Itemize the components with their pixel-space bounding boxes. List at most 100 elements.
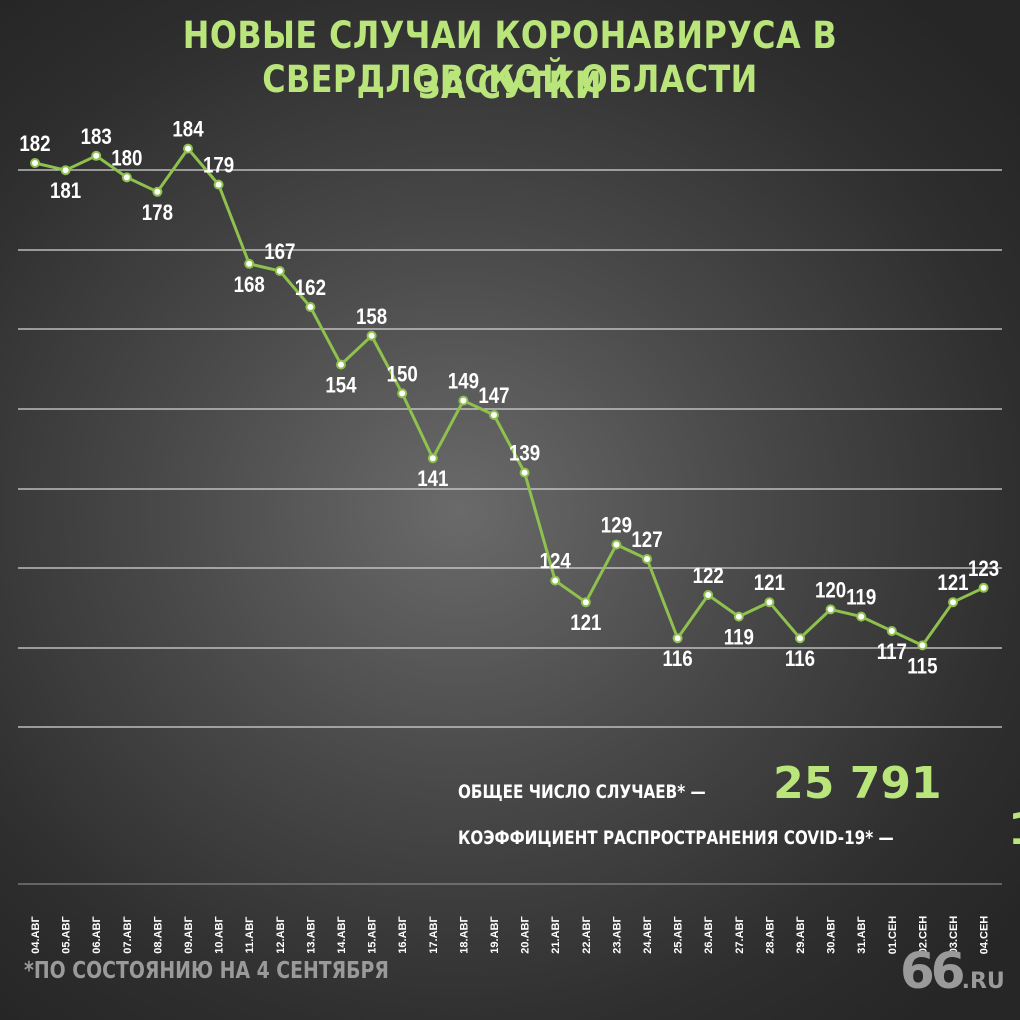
data-point-25.АВГ <box>672 633 683 644</box>
x-tick-label-24.АВГ: 24.АВГ <box>642 916 654 954</box>
data-label-02.СЕН: 115 <box>907 655 937 679</box>
data-label-16.АВГ: 150 <box>387 363 418 387</box>
data-label-23.АВГ: 129 <box>601 514 632 538</box>
data-point-16.АВГ <box>397 388 408 399</box>
data-point-13.АВГ <box>305 302 316 312</box>
spread-coefficient-label: КОЭФФИЦИЕНТ РАСПРОСТРАНЕНИЯ COVID-19* — <box>458 827 894 849</box>
data-point-11.АВГ <box>244 258 255 269</box>
logo-domain: .RU <box>961 969 1005 994</box>
data-point-20.АВГ <box>519 467 530 478</box>
data-label-31.АВГ: 119 <box>846 586 876 610</box>
x-tick-label-03.СЕН: 03.СЕН <box>948 916 960 955</box>
data-label-04.СЕН: 123 <box>968 557 999 581</box>
x-tick-label-27.АВГ: 27.АВГ <box>734 916 746 954</box>
data-point-19.АВГ <box>489 410 499 420</box>
spread-coefficient-value: 1 <box>1008 804 1020 855</box>
data-point-01.СЕН <box>886 626 897 636</box>
data-point-07.АВГ <box>121 172 132 183</box>
data-point-30.АВГ <box>825 604 836 615</box>
data-label-05.АВГ: 181 <box>50 180 81 204</box>
x-tick-label-09.АВГ: 09.АВГ <box>183 916 195 954</box>
data-label-11.АВГ: 168 <box>234 273 265 297</box>
data-point-04.СЕН <box>978 582 989 593</box>
data-point-10.АВГ <box>213 179 224 190</box>
x-tick-label-01.СЕН: 01.СЕН <box>887 916 899 955</box>
x-tick-label-20.АВГ: 20.АВГ <box>520 916 532 954</box>
total-cases-value: 25 791 <box>773 758 942 809</box>
x-tick-label-14.АВГ: 14.АВГ <box>336 916 348 954</box>
data-point-15.АВГ <box>366 330 377 341</box>
footnote: *ПО СОСТОЯНИЮ НА 4 СЕНТЯБРЯ <box>24 958 389 984</box>
x-tick-label-28.АВГ: 28.АВГ <box>764 916 776 954</box>
x-tick-label-19.АВГ: 19.АВГ <box>489 916 501 954</box>
site-logo: 66.RU <box>900 942 1005 1000</box>
data-label-01.СЕН: 117 <box>877 641 907 665</box>
data-label-14.АВГ: 154 <box>325 374 357 398</box>
x-tick-label-18.АВГ: 18.АВГ <box>458 916 470 954</box>
data-point-17.АВГ <box>427 453 438 464</box>
data-point-22.АВГ <box>580 597 591 608</box>
data-label-25.АВГ: 116 <box>663 648 693 672</box>
data-point-02.СЕН <box>917 640 928 651</box>
data-label-24.АВГ: 127 <box>631 529 662 553</box>
data-point-26.АВГ <box>703 590 714 600</box>
x-tick-label-30.АВГ: 30.АВГ <box>826 916 838 954</box>
x-tick-label-17.АВГ: 17.АВГ <box>428 916 440 954</box>
x-tick-label-13.АВГ: 13.АВГ <box>305 916 317 954</box>
x-tick-label-07.АВГ: 07.АВГ <box>122 916 134 954</box>
data-label-15.АВГ: 158 <box>356 305 387 329</box>
data-point-18.АВГ <box>458 395 469 406</box>
data-label-08.АВГ: 178 <box>142 201 173 225</box>
total-cases-label: ОБЩЕЕ ЧИСЛО СЛУЧАЕВ* — <box>458 781 706 803</box>
data-label-18.АВГ: 149 <box>448 370 479 394</box>
x-tick-label-10.АВГ: 10.АВГ <box>214 916 226 954</box>
x-tick-label-21.АВГ: 21.АВГ <box>550 916 562 954</box>
total-cases: ОБЩЕЕ ЧИСЛО СЛУЧАЕВ* — 25 791 <box>458 758 942 809</box>
data-label-28.АВГ: 121 <box>754 572 785 596</box>
data-label-13.АВГ: 162 <box>295 277 326 301</box>
data-label-26.АВГ: 122 <box>693 565 724 589</box>
data-label-17.АВГ: 141 <box>417 468 448 492</box>
chart-title-line1: НОВЫЕ СЛУЧАИ КОРОНАВИРУСА В СВЕРДЛОВСКОЙ… <box>182 14 838 101</box>
x-tick-label-16.АВГ: 16.АВГ <box>397 916 409 954</box>
data-point-23.АВГ <box>611 539 622 550</box>
data-point-04.АВГ <box>30 158 40 168</box>
data-point-29.АВГ <box>795 633 805 644</box>
data-label-04.АВГ: 182 <box>19 133 50 157</box>
x-tick-label-31.АВГ: 31.АВГ <box>856 916 868 954</box>
x-tick-label-08.АВГ: 08.АВГ <box>152 916 164 954</box>
x-tick-label-02.СЕН: 02.СЕН <box>917 916 929 955</box>
data-point-05.АВГ <box>60 165 71 176</box>
data-point-08.АВГ <box>152 186 163 197</box>
x-tick-label-22.АВГ: 22.АВГ <box>581 916 593 954</box>
data-label-03.СЕН: 121 <box>937 572 968 596</box>
x-tick-label-06.АВГ: 06.АВГ <box>91 916 103 954</box>
spread-coefficient: КОЭФФИЦИЕНТ РАСПРОСТРАНЕНИЯ COVID-19* — … <box>458 804 1020 855</box>
data-point-09.АВГ <box>183 143 193 154</box>
data-label-07.АВГ: 180 <box>111 147 142 171</box>
x-tick-label-29.АВГ: 29.АВГ <box>795 916 807 954</box>
x-tick-label-23.АВГ: 23.АВГ <box>611 916 623 954</box>
data-label-29.АВГ: 116 <box>785 648 815 672</box>
data-label-19.АВГ: 147 <box>478 385 509 409</box>
series-line <box>34 147 985 647</box>
data-label-10.АВГ: 179 <box>203 154 234 178</box>
x-tick-label-15.АВГ: 15.АВГ <box>367 916 379 954</box>
data-label-12.АВГ: 167 <box>264 241 295 265</box>
data-label-22.АВГ: 121 <box>570 612 601 636</box>
data-point-06.АВГ <box>91 150 102 161</box>
data-point-28.АВГ <box>764 597 775 608</box>
x-tick-label-12.АВГ: 12.АВГ <box>275 916 287 954</box>
data-label-21.АВГ: 124 <box>540 550 572 574</box>
data-label-20.АВГ: 139 <box>509 442 540 466</box>
x-tick-label-11.АВГ: 11.АВГ <box>244 916 256 954</box>
data-point-12.АВГ <box>274 266 285 276</box>
data-point-14.АВГ <box>336 359 346 370</box>
data-point-31.АВГ <box>856 611 867 622</box>
x-tick-label-25.АВГ: 25.АВГ <box>673 916 685 954</box>
data-point-24.АВГ <box>642 554 652 564</box>
data-point-21.АВГ <box>550 575 561 586</box>
data-label-09.АВГ: 184 <box>172 118 204 142</box>
x-tick-label-04.СЕН: 04.СЕН <box>979 916 991 955</box>
